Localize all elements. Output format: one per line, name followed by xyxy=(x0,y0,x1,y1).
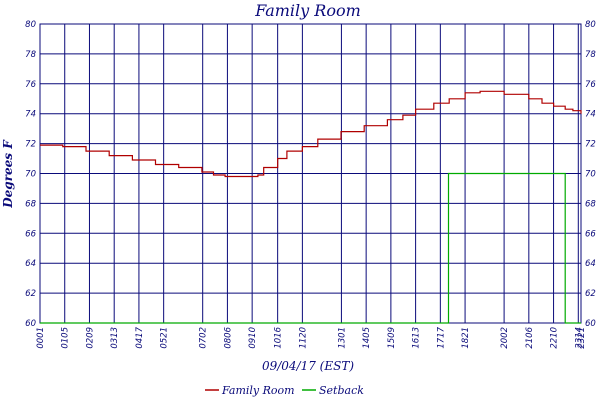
x-tick-label: 1613 xyxy=(412,327,422,349)
y-tick-label-right: 76 xyxy=(585,80,596,90)
x-tick-label: 1405 xyxy=(362,327,372,349)
x-tick-label: 2210 xyxy=(550,327,560,349)
legend-label: Family Room xyxy=(221,384,295,397)
y-tick-label-left: 72 xyxy=(25,140,36,150)
y-tick-label-left: 76 xyxy=(25,80,36,90)
x-ticks: 0001 0105 0209 0313 0417 0521 0702 0806 0910 1016… xyxy=(36,326,587,348)
y-tick-label-left: 62 xyxy=(25,289,36,299)
x-tick-label: 1509 xyxy=(387,327,397,349)
x-tick-label: 0209 xyxy=(85,327,95,349)
x-tick-label: 2106 xyxy=(525,326,535,348)
y-tick-label-left: 64 xyxy=(25,259,36,269)
x-tick-label: 0417 xyxy=(135,326,145,348)
series xyxy=(40,90,582,324)
x-tick-label: 1821 xyxy=(461,327,471,349)
x-axis-label: 09/04/17 (EST) xyxy=(262,359,354,373)
y-tick-label-left: 74 xyxy=(25,110,36,120)
y-tick-label-right: 70 xyxy=(585,170,596,180)
x-tick-label: 2321 xyxy=(577,327,587,349)
y-tick-label-left: 78 xyxy=(25,50,36,60)
y-tick-label-right: 80 xyxy=(585,20,596,30)
x-tick-label: 1717 xyxy=(436,326,446,348)
y-tick-label-right: 64 xyxy=(585,259,596,269)
series-line-family-room xyxy=(40,90,582,178)
legend: Family Room Setback xyxy=(205,384,364,397)
y-tick-label-right: 68 xyxy=(585,199,596,209)
x-tick-label: 1016 xyxy=(274,326,284,348)
y-tick-label-right: 62 xyxy=(585,289,596,299)
y-tick-label-right: 72 xyxy=(585,140,596,150)
y-tick-label-right: 74 xyxy=(585,110,596,120)
chart-title: Family Room xyxy=(254,1,361,20)
x-tick-label: 0521 xyxy=(160,327,170,349)
x-tick-label: 0806 xyxy=(223,326,233,348)
y-tick-label-left: 80 xyxy=(25,20,36,30)
y-tick-label-left: 60 xyxy=(25,319,36,329)
y-tick-label-left: 70 xyxy=(25,170,36,180)
y-tick-label-left: 68 xyxy=(25,199,36,209)
x-tick-label: 0001 xyxy=(36,327,46,349)
x-tick-label: 0702 xyxy=(199,327,209,349)
y-tick-label-right: 66 xyxy=(585,229,596,239)
y-tick-label-right: 60 xyxy=(585,319,596,329)
x-tick-label: 1120 xyxy=(298,327,308,349)
x-tick-label: 2314 xyxy=(574,327,584,349)
y-ticks-left: 60 62 64 66 68 70 72 74 76 78 80 xyxy=(25,20,36,329)
x-tick-label: 0313 xyxy=(110,327,120,349)
x-tick-label: 1301 xyxy=(337,327,347,349)
x-tick-label: 0105 xyxy=(61,327,71,349)
legend-label: Setback xyxy=(319,384,364,397)
x-tick-label: 2002 xyxy=(500,327,510,349)
y-axis-label: Degrees F xyxy=(1,139,15,209)
y-tick-label-left: 66 xyxy=(25,229,36,239)
x-tick-label: 0910 xyxy=(248,327,258,349)
series-line-setback xyxy=(40,172,581,324)
y-tick-label-right: 78 xyxy=(585,50,596,60)
y-ticks-right: 60 62 64 66 68 70 72 74 76 78 80 xyxy=(585,20,596,329)
